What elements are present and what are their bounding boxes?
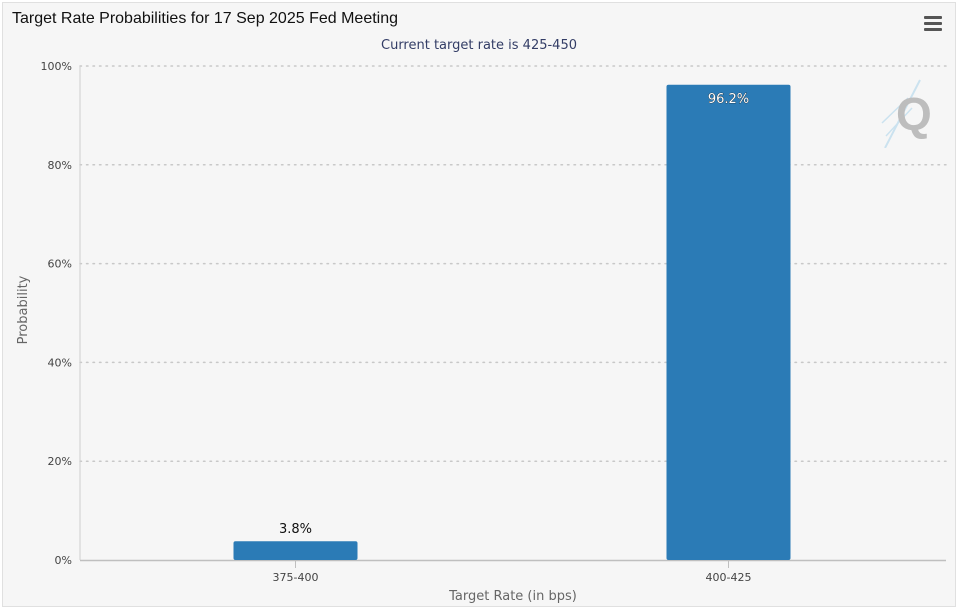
data-label: 3.8% — [279, 522, 312, 537]
y-tick-label: 100% — [41, 60, 72, 73]
svg-text:Q: Q — [896, 88, 932, 140]
x-tick-label: 375-400 — [273, 571, 319, 584]
chart-subtitle: Current target rate is 425-450 — [381, 38, 577, 53]
data-label: 96.2% — [708, 92, 749, 107]
q-logo-icon: Q — [881, 79, 932, 148]
chart-title: Target Rate Probabilities for 17 Sep 202… — [12, 10, 399, 27]
y-axis-title: Probability — [16, 275, 31, 344]
bar — [666, 84, 791, 560]
y-tick-label: 80% — [48, 159, 72, 172]
x-tick-label: 400-425 — [706, 571, 752, 584]
hamburger-menu-icon[interactable] — [924, 16, 942, 32]
x-axis-title: Target Rate (in bps) — [448, 589, 577, 604]
y-tick-label: 60% — [48, 258, 72, 271]
y-tick-label: 0% — [55, 554, 72, 567]
bar — [233, 541, 358, 560]
chart-container — [2, 2, 956, 607]
y-tick-label: 20% — [48, 455, 72, 468]
y-tick-label: 40% — [48, 356, 72, 369]
